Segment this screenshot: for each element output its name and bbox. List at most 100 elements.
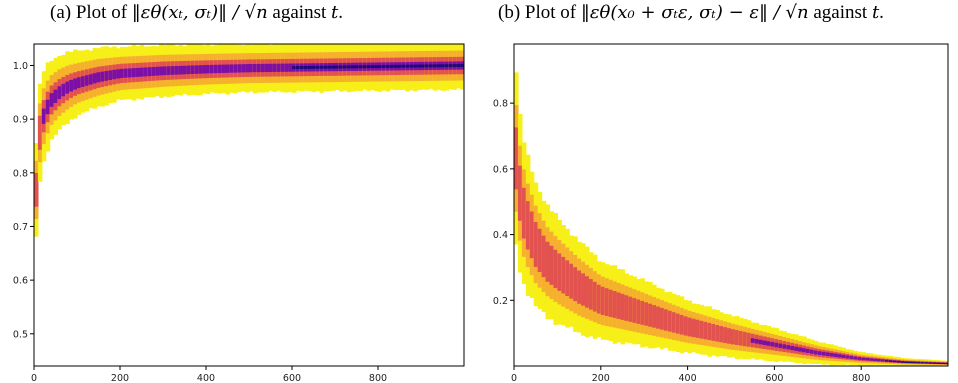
chart-a-band-peak-col-77 [335,65,340,69]
chart-b-band-inner-col-51 [715,325,720,342]
chart-b-band-peak-col-109 [944,363,948,365]
chart-b-band-peak-col-100 [908,362,914,364]
chart-a-band-core-col-32 [159,66,164,76]
chart-a-band-peak-col-91 [389,64,395,68]
chart-b-band-inner-col-39 [667,310,673,332]
chart-b-band-inner-col-37 [659,307,665,330]
chart-b-band-inner-col-43 [683,316,689,336]
chart-b-band-peak-col-106 [932,362,937,364]
chart-a-band-peak-col-103 [436,64,442,68]
chart-b-band-inner-col-32 [640,300,645,325]
chart-a-xtick-label-0: 0 [31,373,37,383]
chart-b-band-inner-col-0 [514,127,519,190]
chart-a-band-core-col-54 [245,64,250,73]
chart-b-band-peak-col-105 [928,362,933,364]
chart-a-band-peak-col-87 [374,65,379,69]
chart-a-band-peak-col-66 [292,66,297,70]
chart-a-band-core-col-2 [41,108,47,124]
chart-a-band-core-col-43 [202,65,207,74]
chart-b-band-core-col-66 [774,342,779,348]
chart-a-band-core-col-49 [225,64,231,73]
chart-b-band-inner-col-17 [581,273,586,306]
chart-a-frame [33,43,465,367]
chart-b-band-inner-col-55 [731,329,736,345]
chart-b-band-inner-col-30 [632,298,637,323]
chart-a-band-peak-col-83 [358,65,363,69]
chart-b-band-inner-col-8 [545,241,551,282]
chart-a-band-peak-col-89 [381,65,387,68]
chart-b-band-inner-col-36 [656,306,661,329]
chart-b-band-core-col-72 [798,347,803,352]
chart-a-band-peak-col-72 [315,65,320,69]
chart-a-band-peak-col-85 [366,65,371,69]
chart-b-band-inner-col-21 [596,284,602,314]
chart-b-band-inner-col-53 [723,327,728,344]
chart-b-band-inner-col-10 [553,249,558,289]
chart-a-band-peak-col-90 [385,64,391,68]
chart-b-band-peak-col-103 [920,362,925,364]
chart-b-band-core-col-75 [809,349,815,354]
chart-a-band-core-col-9 [69,79,74,92]
chart-a-band-peak-col-107 [452,64,457,68]
chart-a-band-peak-col-68 [299,66,305,69]
chart-b-band-inner-col-31 [636,299,641,324]
chart-a-band-core-col-64 [284,63,289,72]
chart-b-band-inner-col-4 [529,211,535,259]
caption-a-math: ‖εθ(xₜ, σₜ)‖ / √n [131,2,268,23]
chart-b-band-inner-col-14 [569,263,574,299]
chart-b-band-inner-col-50 [711,323,716,341]
chart-b-band-inner-col-33 [644,302,649,326]
caption-a-prefix: (a) Plot of [50,2,132,23]
chart-b-band-inner-col-49 [707,322,712,341]
chart-a-band-core-col-62 [276,63,281,72]
chart-a-band-core-col-15 [92,73,98,84]
chart-a-band-core-col-27 [139,67,145,77]
chart-b-band-core-col-71 [794,346,799,351]
chart-a-band-peak-col-74 [323,65,328,69]
chart-b-band-core-col-69 [786,345,791,350]
chart-b-band-peak-col-104 [924,362,929,364]
chart-b-band-core-col-63 [762,340,768,346]
chart-a-band-core-col-47 [217,64,223,74]
chart-b-ytick-label-0.2: 0.2 [493,296,508,307]
chart-a-ytick-label-1: 1.0 [13,61,28,72]
chart-a-band-core-col-38 [182,65,188,75]
chart-b-band-inner-col-44 [687,317,693,337]
chart-b-band-inner-col-27 [620,293,626,320]
chart-b-band-inner-col-47 [699,320,704,339]
caption-b-end: . [879,2,884,23]
chart-b-band-inner-col-26 [616,292,622,319]
chart-b-band-inner-col-28 [624,295,630,321]
chart-b-band-inner-col-40 [671,312,677,333]
chart-a-ytick-label-0.6: 0.6 [13,276,28,287]
chart-b-band-core-col-60 [750,338,756,343]
chart-b-ytick-label-0.4: 0.4 [493,230,508,241]
chart-b-band-inner-col-15 [573,267,578,302]
chart-a-xtick-label-400: 400 [197,373,215,383]
chart-b-band-inner-col-29 [628,296,633,322]
chart-b-band-core-col-93 [880,359,886,362]
chart-a-band-core-col-16 [96,72,102,83]
chart-a-band-core-col-23 [123,68,129,78]
chart-b-band-core-col-85 [849,355,854,359]
chart-b-band-inner-col-6 [537,228,543,273]
chart-a-band-core-col-46 [213,64,219,74]
chart-a-band-peak-col-82 [354,65,360,69]
chart-a-band-peak-col-96 [409,64,414,68]
chart-b-band-inner-col-2 [521,187,527,239]
chart-a-band-inner-col-1 [37,115,43,150]
chart-a-band-core-col-31 [155,66,160,76]
chart-a-band-core-col-65 [288,63,293,72]
chart-a-ytick-label-0.5: 0.5 [13,329,28,340]
chart-a-band-core-col-6 [57,86,62,100]
chart-a-xtick-label-200: 200 [111,373,129,383]
chart-b-band-inner-col-22 [600,286,606,315]
chart-b-band-core-col-87 [857,357,862,360]
chart-a-band-peak-col-80 [346,65,352,69]
chart-a-band-core-col-52 [237,64,242,73]
chart-b-band-peak-col-94 [884,360,890,362]
chart-a-band-core-col-58 [260,63,266,73]
chart-b-band-core-col-62 [758,339,764,345]
chart-a-band-core-col-42 [198,65,203,74]
